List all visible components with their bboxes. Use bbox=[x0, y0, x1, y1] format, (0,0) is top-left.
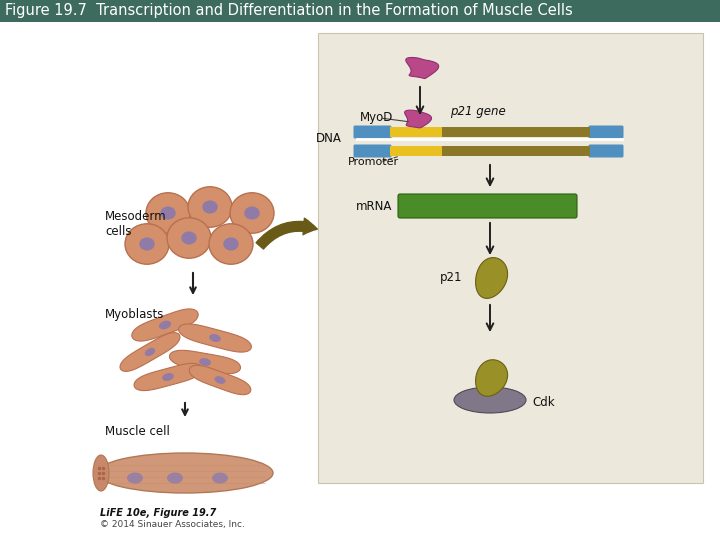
Ellipse shape bbox=[181, 232, 197, 245]
Bar bbox=[390, 127, 442, 137]
Ellipse shape bbox=[210, 334, 221, 342]
Polygon shape bbox=[405, 110, 431, 128]
Ellipse shape bbox=[202, 200, 217, 213]
Bar bbox=[442, 146, 590, 156]
Bar bbox=[0, 0, 720, 22]
Polygon shape bbox=[169, 350, 240, 374]
Ellipse shape bbox=[159, 321, 171, 329]
Ellipse shape bbox=[167, 218, 211, 258]
Polygon shape bbox=[476, 258, 508, 299]
Ellipse shape bbox=[139, 238, 155, 251]
Ellipse shape bbox=[93, 455, 109, 491]
FancyBboxPatch shape bbox=[588, 145, 624, 158]
Text: p21: p21 bbox=[439, 272, 462, 285]
Bar bbox=[442, 127, 590, 137]
Ellipse shape bbox=[199, 358, 211, 366]
Text: Myoblasts: Myoblasts bbox=[105, 308, 164, 321]
Text: DNA: DNA bbox=[316, 132, 342, 145]
Ellipse shape bbox=[162, 373, 174, 381]
Text: mRNA: mRNA bbox=[356, 199, 392, 213]
Text: Promoter: Promoter bbox=[348, 157, 399, 167]
Ellipse shape bbox=[215, 376, 225, 384]
Ellipse shape bbox=[212, 472, 228, 483]
Text: LiFE 10e, Figure 19.7: LiFE 10e, Figure 19.7 bbox=[100, 508, 216, 518]
Polygon shape bbox=[134, 363, 202, 390]
FancyBboxPatch shape bbox=[398, 194, 577, 218]
Ellipse shape bbox=[125, 224, 169, 264]
Polygon shape bbox=[120, 333, 180, 372]
FancyBboxPatch shape bbox=[588, 125, 624, 138]
FancyBboxPatch shape bbox=[354, 145, 392, 158]
Ellipse shape bbox=[97, 453, 273, 493]
Polygon shape bbox=[189, 366, 251, 395]
Ellipse shape bbox=[188, 187, 232, 227]
Text: © 2014 Sinauer Associates, Inc.: © 2014 Sinauer Associates, Inc. bbox=[100, 519, 245, 529]
Polygon shape bbox=[476, 360, 508, 396]
Ellipse shape bbox=[223, 238, 239, 251]
Bar bbox=[318, 33, 703, 483]
FancyBboxPatch shape bbox=[354, 125, 392, 138]
Ellipse shape bbox=[161, 206, 176, 220]
Text: MyoD: MyoD bbox=[360, 111, 393, 125]
Ellipse shape bbox=[145, 348, 156, 356]
Ellipse shape bbox=[230, 193, 274, 233]
Text: p21 gene: p21 gene bbox=[450, 105, 505, 118]
Ellipse shape bbox=[146, 193, 190, 233]
Text: Cdk: Cdk bbox=[532, 395, 554, 408]
Text: Muscle cell: Muscle cell bbox=[105, 425, 170, 438]
Text: Figure 19.7  Transcription and Differentiation in the Formation of Muscle Cells: Figure 19.7 Transcription and Differenti… bbox=[5, 3, 572, 18]
Polygon shape bbox=[179, 324, 251, 352]
Ellipse shape bbox=[127, 472, 143, 483]
FancyArrowPatch shape bbox=[256, 218, 318, 249]
Polygon shape bbox=[132, 309, 198, 341]
Bar bbox=[390, 146, 442, 156]
Ellipse shape bbox=[454, 387, 526, 413]
Ellipse shape bbox=[167, 472, 183, 483]
Ellipse shape bbox=[244, 206, 260, 220]
Ellipse shape bbox=[209, 224, 253, 264]
Polygon shape bbox=[406, 57, 438, 78]
Text: Mesoderm
cells: Mesoderm cells bbox=[105, 210, 166, 238]
